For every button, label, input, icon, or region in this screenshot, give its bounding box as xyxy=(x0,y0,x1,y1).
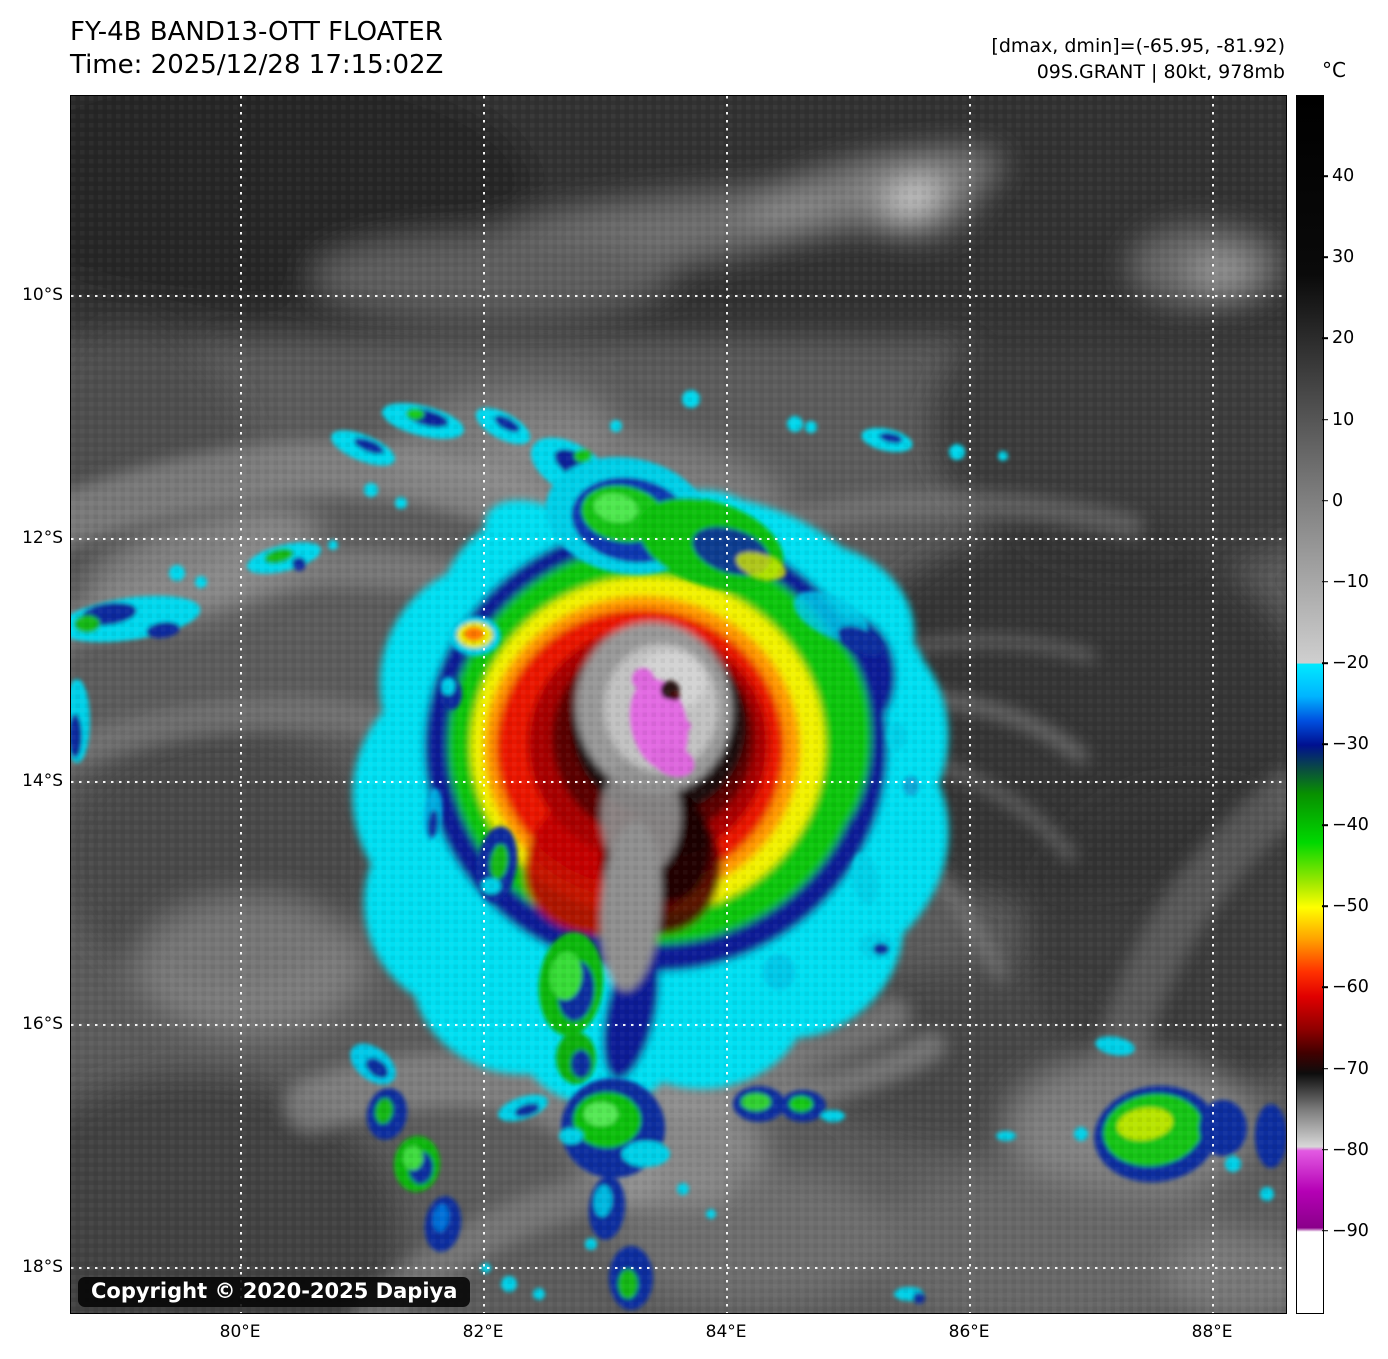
lon-tick-label: 88°E xyxy=(1191,1322,1233,1342)
dmax-dmin-readout: [dmax, dmin]=(-65.95, -81.92) xyxy=(991,35,1285,57)
colorbar-tick-label: 0 xyxy=(1332,490,1344,511)
colorbar-tick-label: −60 xyxy=(1332,977,1369,998)
colorbar-tick-mark xyxy=(1322,256,1328,259)
lon-tick-label: 86°E xyxy=(948,1322,990,1342)
plot-area: Copyright © 2020-2025 Dapiya xyxy=(70,95,1287,1314)
page-title: FY-4B BAND13-OTT FLOATER xyxy=(70,17,443,47)
colorbar-tick-label: 20 xyxy=(1332,328,1355,349)
colorbar-tick-label: −70 xyxy=(1332,1058,1369,1079)
colorbar-unit-label: °C xyxy=(1322,58,1346,82)
colorbar-tick-label: −10 xyxy=(1332,571,1369,592)
colorbar-tick-mark xyxy=(1322,1148,1328,1151)
title-block: FY-4B BAND13-OTT FLOATER Time: 2025/12/2… xyxy=(70,16,443,82)
lon-tick-label: 80°E xyxy=(219,1322,261,1342)
colorbar-tick-mark xyxy=(1322,1230,1328,1232)
lat-tick-label: 10°S xyxy=(22,285,63,306)
colorbar xyxy=(1296,95,1324,1314)
colorbar-tick-mark xyxy=(1322,175,1328,177)
lon-tick-label: 84°E xyxy=(705,1322,747,1342)
colorbar-tick-label: −40 xyxy=(1332,815,1369,836)
colorbar-tick-label: 30 xyxy=(1332,247,1355,268)
lat-tick-label: 18°S xyxy=(22,1257,63,1278)
copyright-badge: Copyright © 2020-2025 Dapiya xyxy=(78,1277,471,1307)
colorbar-tick-mark xyxy=(1322,1067,1328,1070)
colorbar-tick-mark xyxy=(1322,824,1328,826)
colorbar-tick-label: −90 xyxy=(1332,1220,1369,1241)
colorbar-tick-mark xyxy=(1322,743,1328,745)
colorbar-tick-label: 10 xyxy=(1332,409,1355,430)
colorbar-gradient xyxy=(1297,96,1323,1313)
colorbar-tick-mark xyxy=(1322,986,1328,989)
lon-tick-label: 82°E xyxy=(462,1322,504,1342)
annotation-block: [dmax, dmin]=(-65.95, -81.92) 09S.GRANT … xyxy=(991,33,1285,85)
colorbar-tick-label: −20 xyxy=(1332,652,1369,673)
colorbar-tick-mark xyxy=(1322,905,1328,908)
colorbar-tick-mark xyxy=(1322,337,1328,340)
lat-tick-label: 12°S xyxy=(22,528,63,549)
colorbar-tick-label: −80 xyxy=(1332,1139,1369,1160)
colorbar-tick-label: 40 xyxy=(1332,166,1355,187)
colorbar-tick-mark xyxy=(1322,418,1328,421)
colorbar-tick-mark xyxy=(1322,662,1328,664)
colorbar-tick-mark xyxy=(1322,581,1328,583)
copyright-text: Copyright © 2020-2025 Dapiya xyxy=(91,1279,458,1303)
colorbar-tick-label: −30 xyxy=(1332,734,1369,755)
lat-tick-label: 16°S xyxy=(22,1014,63,1035)
lat-tick-label: 14°S xyxy=(22,771,63,792)
colorbar-tick-mark xyxy=(1322,499,1328,502)
timestamp: Time: 2025/12/28 17:15:02Z xyxy=(70,50,444,80)
storm-info: 09S.GRANT | 80kt, 978mb xyxy=(1036,61,1285,83)
satellite-image xyxy=(71,96,1286,1313)
colorbar-tick-label: −50 xyxy=(1332,896,1369,917)
